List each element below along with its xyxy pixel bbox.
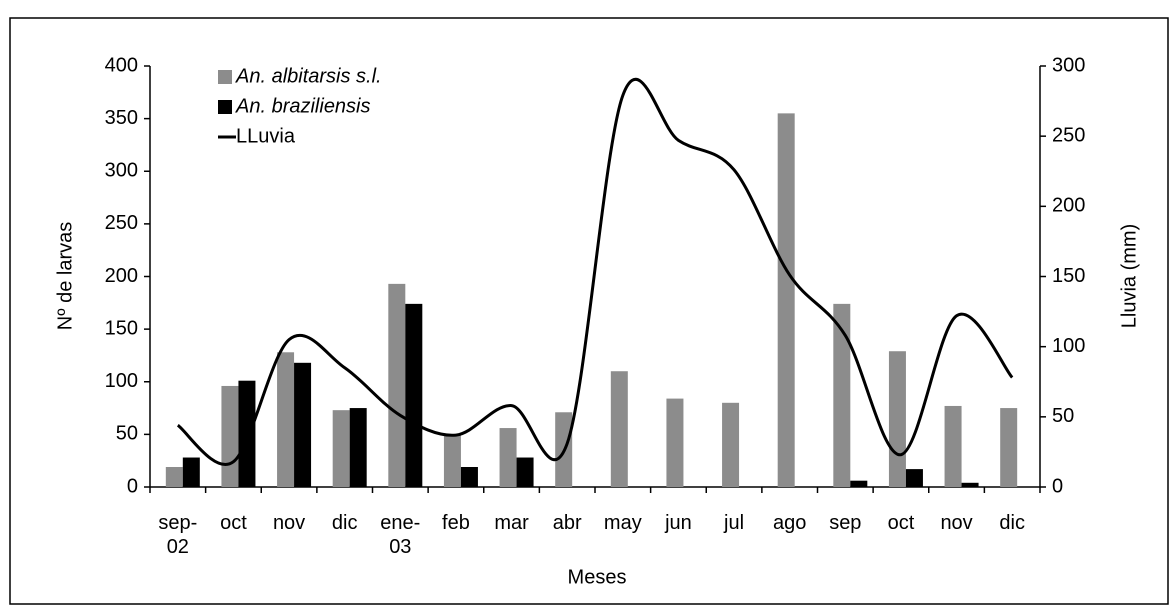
- y2-tick-label: 150: [1052, 265, 1085, 287]
- x-tick-label: jul: [724, 512, 745, 534]
- x-tick-label: sep: [829, 512, 862, 534]
- bar: [221, 385, 239, 487]
- x-tick-label: may: [603, 512, 642, 534]
- bar: [833, 303, 851, 487]
- x-tick-label: abr: [552, 512, 582, 534]
- y2-axis-label: Lluvia (mm): [1118, 224, 1140, 328]
- rain-line: [176, 77, 1014, 466]
- x-tick-label: feb: [442, 512, 470, 534]
- bar: [388, 283, 406, 487]
- y-tick-label: 300: [105, 160, 138, 182]
- bar: [777, 113, 795, 488]
- x-tick-label: dic: [999, 512, 1025, 534]
- y2-tick-label: 0: [1052, 475, 1063, 497]
- bar: [294, 362, 312, 487]
- bar: [905, 469, 923, 487]
- x-tick-label: nov: [940, 512, 973, 534]
- y-tick-label: 50: [116, 423, 138, 445]
- y2-tick-label: 250: [1052, 124, 1085, 146]
- x-axis-label: Meses: [568, 566, 627, 588]
- legend-swatch: [218, 70, 232, 84]
- x-tick-label: sep- 02: [158, 512, 198, 558]
- bar: [405, 303, 423, 487]
- bar: [165, 467, 183, 487]
- y2-tick-label: 300: [1052, 54, 1085, 76]
- bar: [850, 480, 868, 487]
- y-tick-label: 0: [127, 475, 138, 497]
- bar: [944, 405, 962, 487]
- legend-label: An. braziliensis: [235, 95, 371, 117]
- x-tick-label: nov: [272, 512, 306, 534]
- y2-tick-label: 50: [1052, 405, 1074, 427]
- legend-swatch: [218, 100, 232, 114]
- bar: [443, 434, 461, 487]
- y-tick-label: 350: [105, 107, 138, 129]
- bar: [961, 482, 979, 487]
- bar: [277, 352, 295, 487]
- bar: [349, 408, 367, 487]
- bar: [238, 380, 256, 487]
- legend-label: LLuvia: [236, 125, 296, 147]
- bar: [666, 398, 684, 487]
- y-axis-label: Nº de larvas: [54, 222, 76, 330]
- x-tick-label: dic: [331, 512, 358, 534]
- x-tick-label: jun: [665, 512, 692, 534]
- bar: [888, 351, 906, 487]
- chart-border: [9, 17, 1169, 605]
- bar: [460, 467, 478, 487]
- y-tick-label: 250: [105, 212, 138, 234]
- y2-tick-label: 100: [1052, 335, 1085, 357]
- bar: [516, 457, 534, 487]
- x-tick-label: mar: [494, 512, 529, 534]
- legend-label: An. albitarsis s.l.: [235, 65, 382, 87]
- y-tick-label: 400: [105, 54, 138, 76]
- bar: [722, 402, 740, 487]
- y-tick-label: 150: [105, 317, 138, 339]
- y-tick-label: 100: [105, 370, 138, 392]
- bar: [499, 428, 517, 487]
- y-tick-label: 200: [105, 265, 138, 287]
- x-tick-label: oct: [887, 512, 915, 534]
- bar: [182, 457, 200, 487]
- y2-tick-label: 200: [1052, 195, 1085, 217]
- x-tick-label: ago: [773, 512, 807, 534]
- x-tick-label: oct: [220, 512, 247, 534]
- bar: [1000, 408, 1018, 487]
- x-tick-label: ene- 03: [380, 512, 421, 558]
- bar: [610, 371, 628, 487]
- bar: [332, 410, 350, 487]
